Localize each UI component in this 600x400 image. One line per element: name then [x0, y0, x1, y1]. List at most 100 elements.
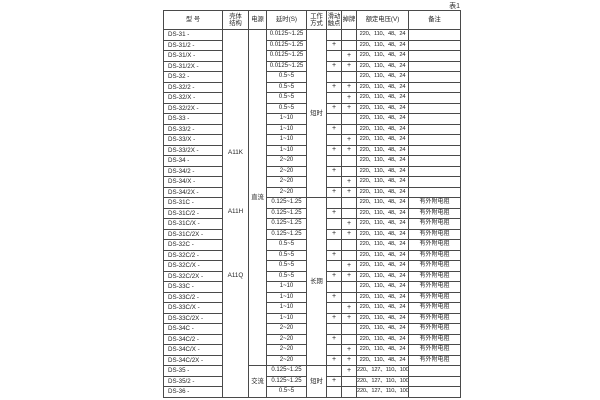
drop-flag-mark-cell: [341, 165, 357, 177]
rated-voltage-cell: 220、110、48、24: [356, 302, 409, 314]
drop-flag-mark-cell: +: [341, 186, 357, 198]
power-ac-cell: 交流: [248, 365, 267, 398]
delay-cell: 0.0125~1.25: [266, 50, 307, 62]
delay-cell: 1~10: [266, 144, 307, 156]
drop-flag-mark-cell: +: [341, 102, 357, 114]
delay-cell: 2~20: [266, 186, 307, 198]
sliding-contact-mark-cell: +: [326, 207, 342, 219]
drop-flag-mark-cell: [341, 291, 357, 303]
remark-cell: [408, 186, 461, 198]
remark-cell: [408, 123, 461, 135]
model-cell: DS-36 -: [163, 386, 223, 398]
delay-cell: 2~20: [266, 176, 307, 188]
delay-cell: 2~20: [266, 354, 307, 366]
delay-cell: 0.5~5: [266, 239, 307, 251]
rated-voltage-cell: 220、110、48、24: [356, 102, 409, 114]
sliding-contact-mark-cell: [326, 323, 342, 335]
drop-flag-mark-cell: +: [341, 312, 357, 324]
drop-flag-mark-cell: [341, 123, 357, 135]
delay-cell: 0.0125~1.25: [266, 29, 307, 41]
remark-cell: 有外附电阻: [408, 302, 461, 314]
model-cell: DS-31/2X -: [163, 60, 223, 72]
model-cell: DS-32C/X -: [163, 260, 223, 272]
rated-voltage-cell: 220、110、48、24: [356, 134, 409, 146]
table-row: DS-34 - 2~20 220、110、48、24: [163, 155, 461, 167]
rated-voltage-cell: 220、110、48、24: [356, 165, 409, 177]
rated-voltage-cell: 220、110、48、24: [356, 92, 409, 104]
model-cell: DS-32C/2X -: [163, 270, 223, 282]
rated-voltage-cell: 220、110、48、24: [356, 291, 409, 303]
drop-flag-mark-cell: +: [341, 60, 357, 72]
rated-voltage-cell: 220、110、48、24: [356, 260, 409, 272]
model-cell: DS-32/2 -: [163, 81, 223, 93]
delay-cell: 2~20: [266, 333, 307, 345]
drop-flag-mark-cell: +: [341, 260, 357, 272]
delay-cell: 0.5~5: [266, 81, 307, 93]
remark-cell: [408, 386, 461, 398]
table-row: DS-31 - A11K A11H A11Q 直流 0.0125~1.25 短时 220、11…: [163, 29, 461, 398]
remark-cell: [408, 71, 461, 83]
drop-flag-mark-cell: [341, 113, 357, 125]
delay-cell: 0.5~5: [266, 260, 307, 272]
rated-voltage-cell: 220、110、48、24: [356, 249, 409, 261]
remark-cell: 有外附电阻: [408, 333, 461, 345]
remark-cell: [408, 92, 461, 104]
remark-cell: 有外附电阻: [408, 312, 461, 324]
rated-voltage-cell: 220、110、48、24: [356, 60, 409, 72]
sliding-contact-mark-cell: [326, 218, 342, 230]
delay-cell: 0.5~5: [266, 270, 307, 282]
sliding-contact-mark-cell: +: [326, 228, 342, 240]
remark-cell: [408, 60, 461, 72]
table-body: DS-31 - A11K A11H A11Q 直流 0.0125~1.25 短时 220、11…: [163, 29, 461, 398]
sliding-contact-mark-cell: [326, 113, 342, 125]
remark-cell: 有外附电阻: [408, 281, 461, 293]
remark-cell: 有外附电阻: [408, 260, 461, 272]
col-header-power: 电源: [248, 10, 267, 30]
model-cell: DS-34 -: [163, 155, 223, 167]
model-cell: DS-34/2X -: [163, 186, 223, 198]
delay-cell: 0.5~5: [266, 386, 307, 398]
table-row: DS-34C/2 - 2~20 +220、110、48、24 有外附电阻: [163, 333, 461, 345]
sliding-contact-mark-cell: +: [326, 165, 342, 177]
work-mode-cell: 短时: [306, 365, 327, 398]
rated-voltage-cell: 220、110、48、24: [356, 176, 409, 188]
col-header-shell: 壳体 结构: [222, 10, 249, 30]
work-mode-cell: 长期: [306, 197, 327, 366]
model-cell: DS-31/2 -: [163, 39, 223, 51]
shell-label: A11Q: [227, 271, 244, 279]
table-row: DS-32C - 0.5~5 220、110、48、24 有外附电阻: [163, 239, 461, 251]
rated-voltage-cell: 220、110、48、24: [356, 312, 409, 324]
drop-flag-mark-cell: [341, 249, 357, 261]
sliding-contact-mark-cell: +: [326, 144, 342, 156]
delay-cell: 0.125~1.25: [266, 197, 307, 209]
sliding-contact-mark-cell: +: [326, 354, 342, 366]
shell-label: A11K: [228, 149, 243, 157]
delay-cell: 0.125~1.25: [266, 228, 307, 240]
drop-flag-mark-cell: +: [341, 92, 357, 104]
table-row: DS-34/2X - 2~20 + +220、110、48、24: [163, 186, 461, 198]
drop-flag-mark-cell: +: [341, 134, 357, 146]
table-row: DS-34/2 - 2~20 +220、110、48、24: [163, 165, 461, 177]
delay-cell: 1~10: [266, 291, 307, 303]
sliding-contact-mark-cell: [326, 239, 342, 251]
drop-flag-mark-cell: +: [341, 365, 357, 377]
sliding-contact-mark-cell: [326, 92, 342, 104]
rated-voltage-cell: 220、110、48、24: [356, 81, 409, 93]
drop-flag-mark-cell: [341, 239, 357, 251]
col-header-slide: 滑动 触点: [326, 10, 342, 30]
drop-flag-mark-cell: [341, 71, 357, 83]
rated-voltage-cell: 220、110、48、24: [356, 186, 409, 198]
sliding-contact-mark-cell: +: [326, 375, 342, 387]
table-row: DS-33 - 1~10 220、110、48、24: [163, 113, 461, 125]
delay-cell: 2~20: [266, 165, 307, 177]
shell-label: A11H: [227, 207, 244, 215]
delay-cell: 1~10: [266, 281, 307, 293]
sliding-contact-mark-cell: [326, 302, 342, 314]
remark-cell: [408, 176, 461, 188]
model-cell: DS-31C/2 -: [163, 207, 223, 219]
delay-cell: 0.125~1.25: [266, 207, 307, 219]
rated-voltage-cell: 220、110、48、24: [356, 207, 409, 219]
table-row: DS-31C/X - 0.125~1.25 +220、110、48、24 有外附电阻: [163, 218, 461, 230]
sliding-contact-mark-cell: +: [326, 39, 342, 51]
sliding-contact-mark-cell: +: [326, 60, 342, 72]
